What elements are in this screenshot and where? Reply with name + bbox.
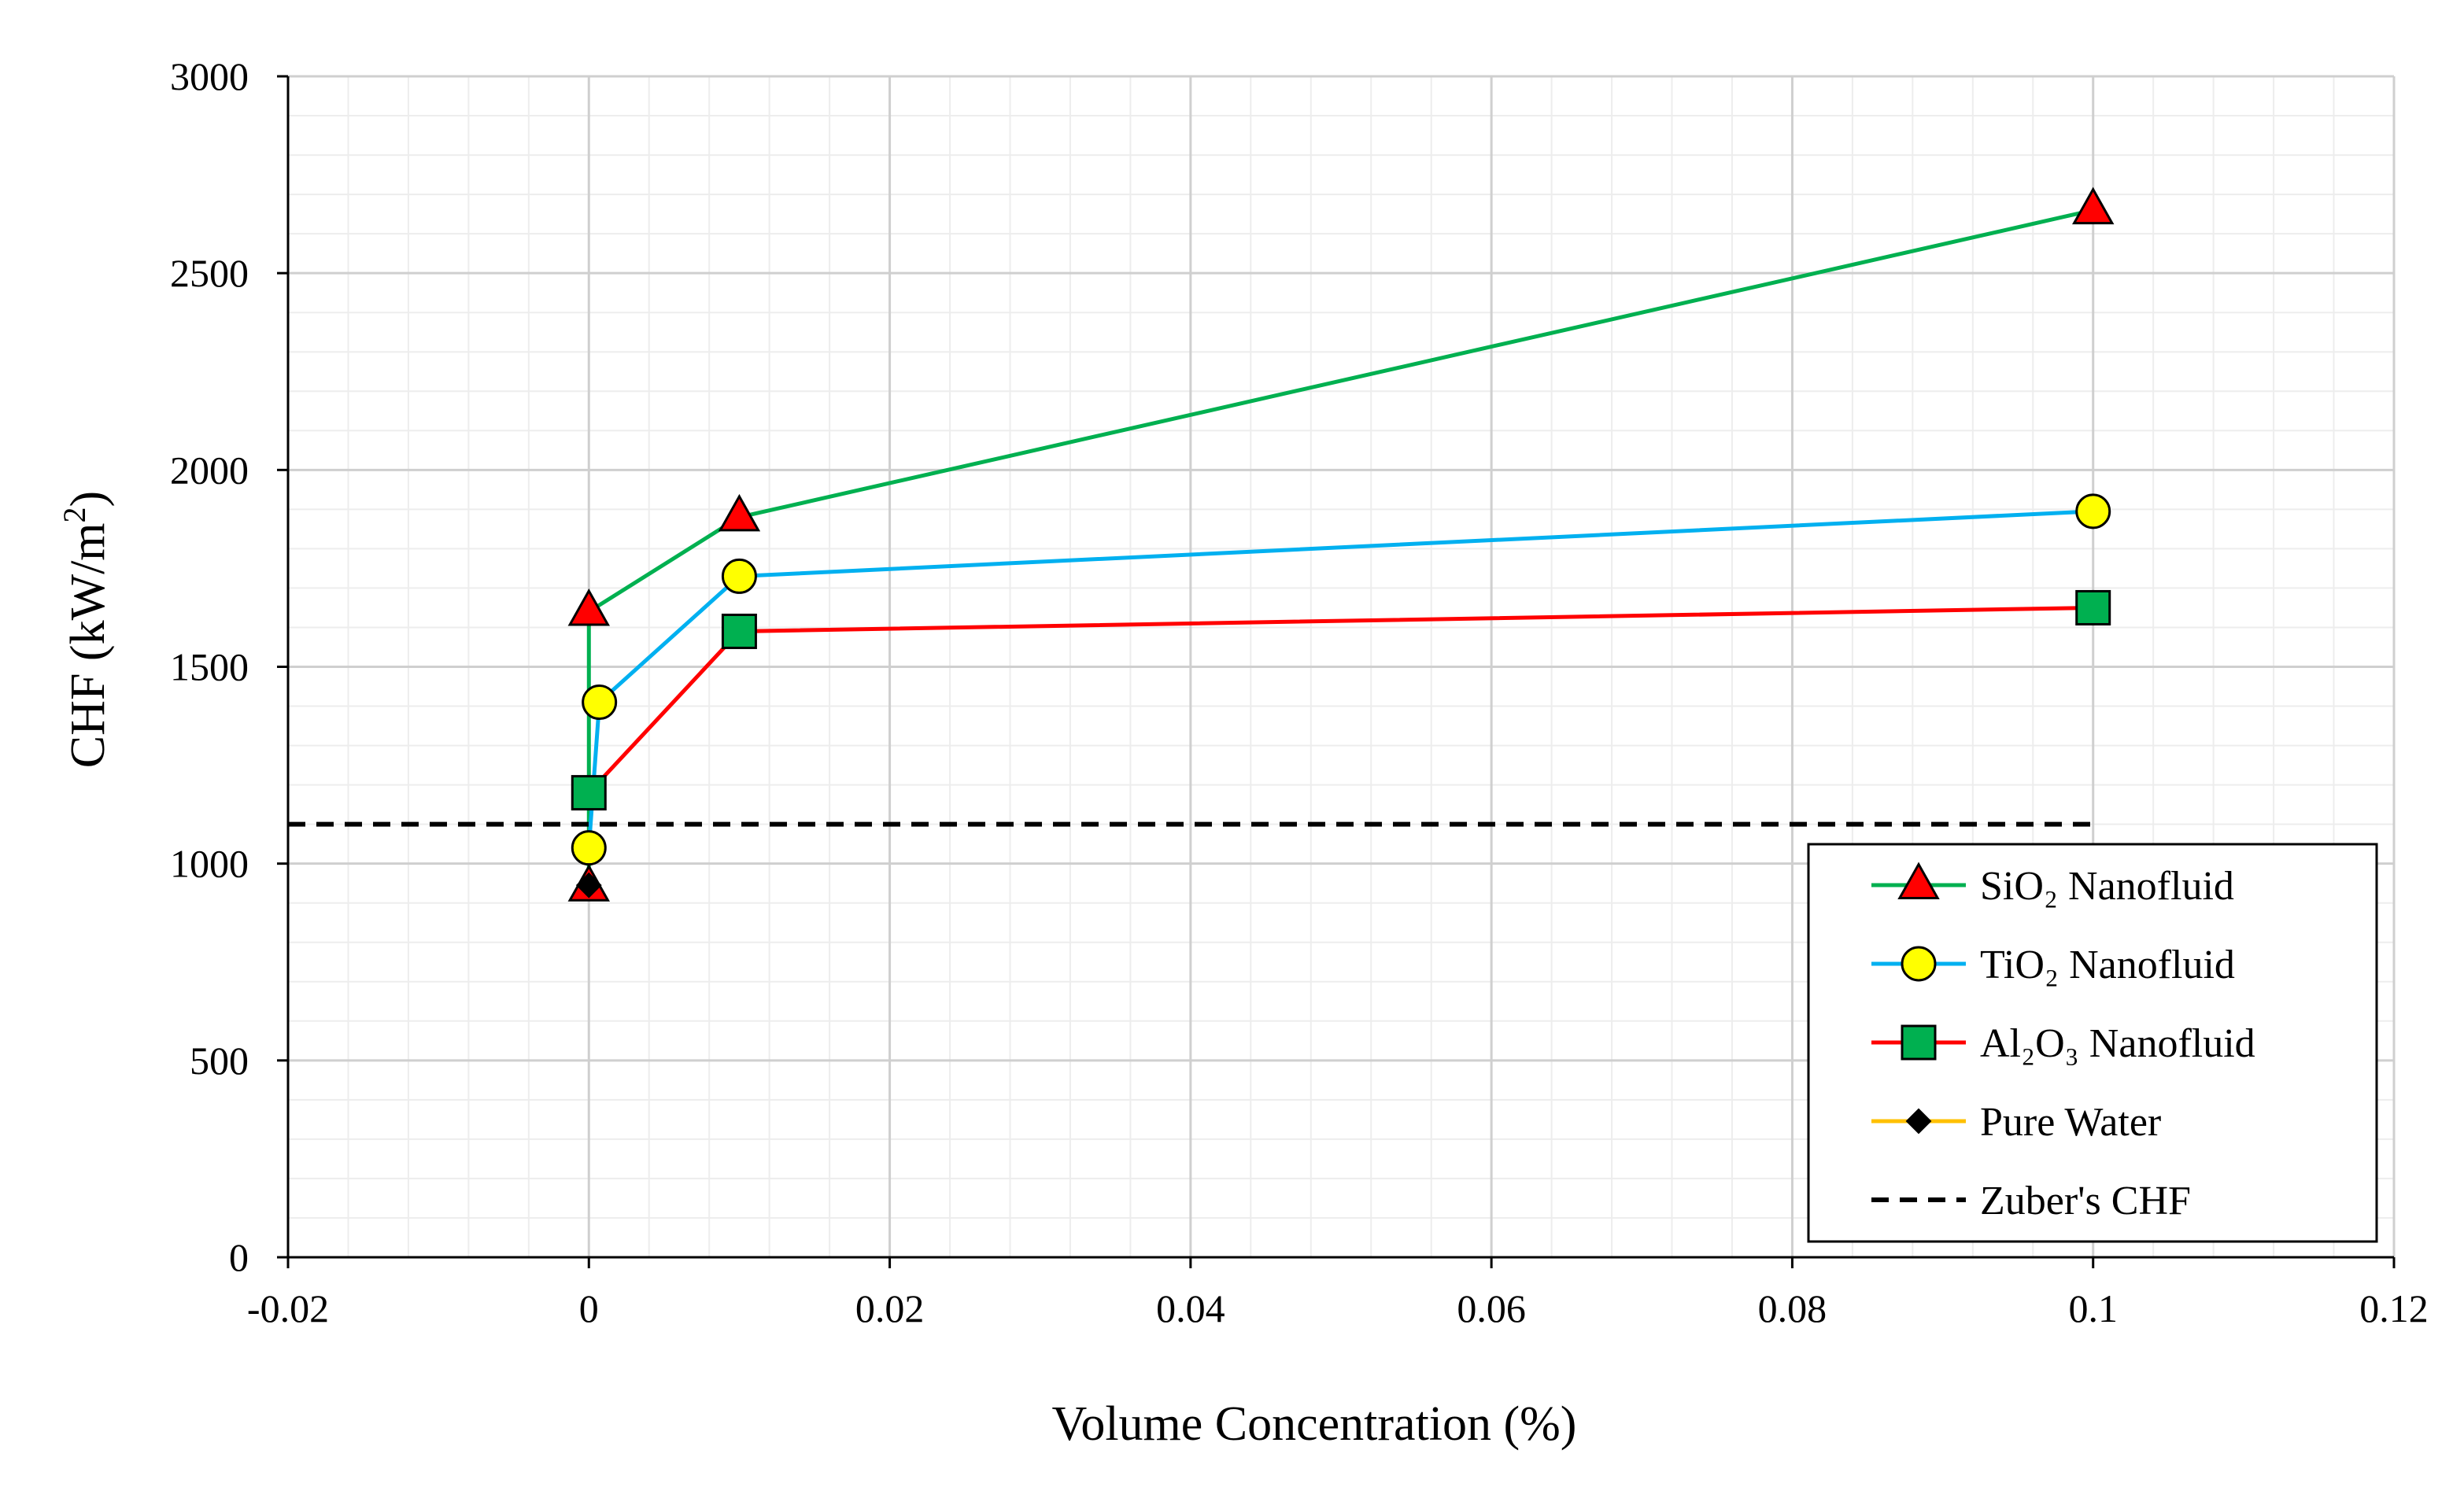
al2o3-nanofluid-point bbox=[571, 775, 607, 811]
sio2-nanofluid-line bbox=[586, 208, 2094, 887]
legend-al2o3-nanofluid-marker bbox=[1901, 1024, 1937, 1061]
legend-tio2-nanofluid-marker bbox=[1901, 946, 1937, 982]
tio2-nanofluid-point bbox=[2075, 493, 2111, 529]
al2o3-nanofluid-point bbox=[2075, 589, 2111, 625]
y-axis-title: CHF (kW/m2) bbox=[57, 491, 115, 768]
tio2-nanofluid-point bbox=[582, 684, 618, 721]
tick-labels: -0.02 0 0.02 0.04 0.06 0.08 0.1 0.12 0 500 1000 150… bbox=[170, 54, 2429, 1330]
y-tick-label: 2000 bbox=[170, 448, 249, 492]
x-tick-label: 0.12 bbox=[2359, 1286, 2429, 1330]
x-tick-label: 0.02 bbox=[855, 1286, 925, 1330]
x-axis-title: Volume Concentration (%) bbox=[1052, 1397, 1577, 1451]
legend-tio2-nanofluid-label: TiO₂ Nanofluid bbox=[1980, 943, 2235, 987]
al2o3-nanofluid-line bbox=[587, 605, 2093, 795]
y-tick-label: 500 bbox=[190, 1039, 249, 1083]
legend: SiO₂ Nanofluid TiO₂ Nanofluid Al₂O₃ Nanofl… bbox=[1807, 843, 2378, 1243]
y-tick-label: 0 bbox=[229, 1235, 249, 1279]
tio2-nanofluid-point bbox=[721, 558, 757, 594]
axes bbox=[277, 75, 2396, 1268]
x-tick-label: -0.02 bbox=[247, 1286, 329, 1330]
legend-sio2-nanofluid-marker bbox=[1897, 862, 1940, 900]
legend-zuber-s-chf-label: Zuber's CHF bbox=[1980, 1179, 2191, 1223]
legend-al2o3-nanofluid-label: Al₂O₃ Nanofluid bbox=[1980, 1021, 2255, 1066]
tio2-nanofluid-point bbox=[571, 830, 607, 866]
x-tick-label: 0.04 bbox=[1156, 1286, 1225, 1330]
y-tick-label: 3000 bbox=[170, 54, 249, 98]
y-tick-label: 2500 bbox=[170, 251, 249, 295]
legend-sio2-nanofluid-label: SiO₂ Nanofluid bbox=[1980, 864, 2234, 909]
y-tick-label: 1500 bbox=[170, 645, 249, 689]
legend-pure-water-label: Pure Water bbox=[1980, 1100, 2161, 1145]
sio2-nanofluid-point bbox=[567, 588, 610, 626]
sio2-nanofluid-point bbox=[718, 493, 761, 532]
sio2-nanofluid-point bbox=[2072, 186, 2115, 225]
x-tick-label: 0 bbox=[579, 1286, 599, 1330]
al2o3-nanofluid-point bbox=[721, 613, 757, 649]
pure-water-point bbox=[575, 872, 602, 898]
x-tick-label: 0.06 bbox=[1457, 1286, 1526, 1330]
series-markers bbox=[567, 186, 2115, 902]
y-tick-label: 1000 bbox=[170, 842, 249, 886]
legend-pure-water-marker bbox=[1905, 1108, 1932, 1135]
x-tick-label: 0.1 bbox=[2068, 1286, 2118, 1330]
tio2-nanofluid-line bbox=[586, 509, 2093, 848]
x-tick-label: 0.08 bbox=[1758, 1286, 1827, 1330]
